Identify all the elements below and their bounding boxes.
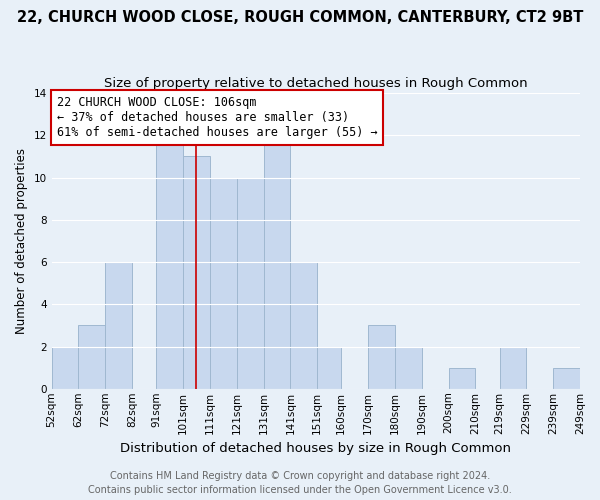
Text: 22, CHURCH WOOD CLOSE, ROUGH COMMON, CANTERBURY, CT2 9BT: 22, CHURCH WOOD CLOSE, ROUGH COMMON, CAN… bbox=[17, 10, 583, 25]
Bar bbox=[52, 346, 79, 389]
Y-axis label: Number of detached properties: Number of detached properties bbox=[15, 148, 28, 334]
Bar bbox=[183, 156, 210, 389]
Bar bbox=[263, 136, 290, 389]
Bar bbox=[395, 346, 422, 389]
Bar bbox=[156, 136, 183, 389]
Bar bbox=[106, 262, 132, 389]
Bar bbox=[368, 326, 395, 389]
Bar bbox=[500, 346, 526, 389]
Bar bbox=[317, 346, 341, 389]
Bar bbox=[79, 326, 106, 389]
Bar bbox=[553, 368, 580, 389]
X-axis label: Distribution of detached houses by size in Rough Common: Distribution of detached houses by size … bbox=[121, 442, 511, 455]
Title: Size of property relative to detached houses in Rough Common: Size of property relative to detached ho… bbox=[104, 78, 527, 90]
Text: 22 CHURCH WOOD CLOSE: 106sqm
← 37% of detached houses are smaller (33)
61% of se: 22 CHURCH WOOD CLOSE: 106sqm ← 37% of de… bbox=[57, 96, 377, 139]
Bar bbox=[237, 178, 263, 389]
Bar bbox=[290, 262, 317, 389]
Text: Contains HM Land Registry data © Crown copyright and database right 2024.
Contai: Contains HM Land Registry data © Crown c… bbox=[88, 471, 512, 495]
Bar bbox=[210, 178, 237, 389]
Bar bbox=[449, 368, 475, 389]
